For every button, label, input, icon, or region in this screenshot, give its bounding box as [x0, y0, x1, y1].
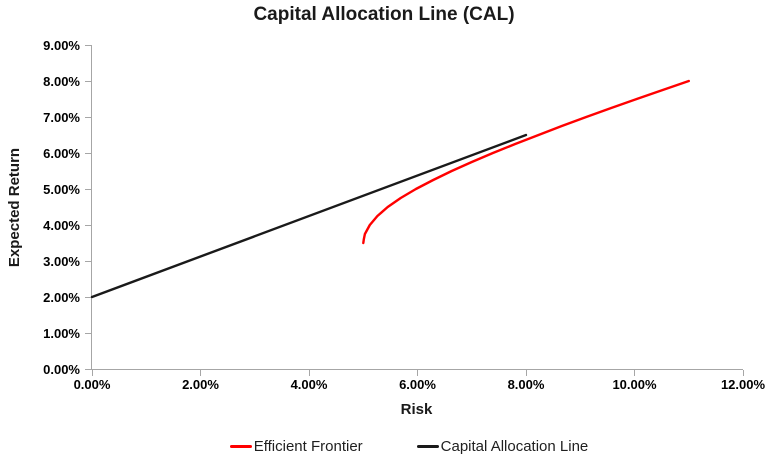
y-tick-label: 4.00%: [43, 218, 80, 233]
y-tick: [85, 332, 91, 334]
y-tick-label: 7.00%: [43, 110, 80, 125]
legend-label-efficient-frontier: Efficient Frontier: [253, 438, 363, 455]
y-tick-label: 3.00%: [43, 254, 80, 269]
y-axis-title: Expected Return: [6, 147, 24, 267]
efficient-frontier-swatch: [229, 445, 252, 448]
x-tick: [308, 370, 310, 376]
plot-area: 0.00% 1.00% 2.00% 3.00% 4.00% 5.00% 6.00% 7.00%…: [43, 38, 765, 392]
efficient-frontier-line: [362, 79, 690, 245]
x-tick: [417, 370, 418, 376]
y-tick-label: 1.00%: [43, 326, 80, 341]
y-tick-label: 6.00%: [43, 146, 80, 161]
x-tick-label: 8.00%: [507, 377, 545, 392]
y-tick: [85, 44, 91, 46]
y-tick-label: 2.00%: [43, 290, 80, 305]
capital-allocation-line-swatch: [416, 445, 439, 448]
legend-item-capital-allocation-line: Capital Allocation Line: [416, 438, 589, 455]
x-tick-label: 10.00%: [612, 377, 657, 392]
y-tick-label: 9.00%: [43, 38, 80, 53]
x-tick: [634, 370, 635, 376]
x-tick: [91, 370, 93, 376]
y-tick-label: 5.00%: [43, 182, 80, 197]
x-tick: [742, 370, 744, 376]
y-tick: [85, 152, 91, 154]
chart-title: Capital Allocation Line (CAL): [253, 4, 515, 25]
y-tick: [85, 80, 91, 82]
capital-allocation-line-line: [90, 133, 528, 299]
y-tick: [85, 260, 91, 262]
x-tick-label: 2.00%: [182, 377, 219, 392]
y-tick-label: 0.00%: [43, 362, 80, 377]
legend-label-capital-allocation-line: Capital Allocation Line: [440, 438, 589, 455]
x-tick: [525, 370, 527, 376]
x-tick: [200, 370, 201, 376]
y-tick: [85, 296, 91, 298]
x-axis-title: Risk: [400, 401, 433, 418]
y-tick-label: 8.00%: [43, 74, 80, 89]
x-tick-label: 4.00%: [290, 377, 328, 392]
y-tick: [85, 368, 91, 370]
y-tick: [85, 116, 91, 118]
x-tick-label: 6.00%: [399, 377, 436, 392]
x-tick-label: 0.00%: [73, 377, 111, 392]
y-tick: [85, 188, 91, 190]
y-tick: [85, 224, 91, 226]
legend: Efficient Frontier Capital Allocation Li…: [0, 438, 768, 455]
y-axis-title-wrap: Expected Return: [2, 45, 28, 369]
series-canvas: [90, 79, 690, 299]
legend-item-efficient-frontier: Efficient Frontier: [229, 438, 363, 455]
x-tick-label: 12.00%: [720, 377, 766, 392]
